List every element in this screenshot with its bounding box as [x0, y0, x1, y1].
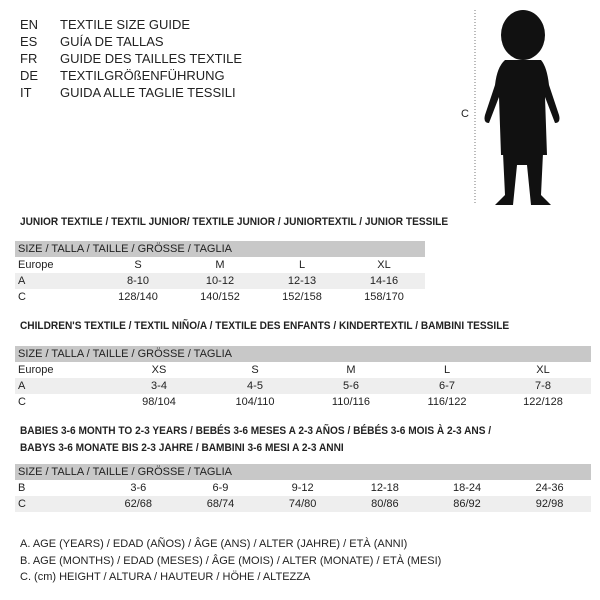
cell: M — [215, 259, 225, 271]
junior-section-title: JUNIOR TEXTILE / TEXTIL JUNIOR/ TEXTILE … — [20, 216, 449, 228]
cell: S — [251, 364, 259, 376]
cell: 92/98 — [508, 496, 591, 512]
size-header: SIZE / TALLA / TAILLE / GRÖSSE / TAGLIA — [15, 241, 425, 257]
cell: 6-9 — [212, 482, 229, 494]
cell: 68/74 — [179, 496, 262, 512]
title-text: TEXTILE SIZE GUIDE — [60, 17, 191, 32]
child-silhouette-icon — [484, 10, 560, 205]
babies-size-table: SIZE / TALLA / TAILLE / GRÖSSE / TAGLIA … — [15, 464, 591, 512]
cell: L — [298, 259, 306, 271]
cell: S — [134, 259, 142, 271]
lang-code: DE — [20, 68, 39, 83]
cell: 122/128 — [523, 396, 563, 408]
cell: L — [443, 364, 451, 376]
child-silhouette-figure — [474, 10, 560, 205]
cell: 12-13 — [261, 273, 343, 289]
cell: 9-12 — [291, 482, 314, 494]
cell: 6-7 — [399, 378, 495, 394]
row-label: A — [15, 378, 111, 394]
cell: 5-6 — [303, 378, 399, 394]
row-label: C — [18, 291, 26, 303]
cell: 4-5 — [207, 378, 303, 394]
size-header: SIZE / TALLA / TAILLE / GRÖSSE / TAGLIA — [15, 346, 591, 362]
lang-code: IT — [20, 85, 32, 100]
cell: 116/122 — [427, 396, 467, 408]
row-label: C — [18, 396, 26, 408]
cell: 80/86 — [343, 496, 426, 512]
cell: 152/158 — [282, 291, 322, 303]
cell: M — [346, 364, 356, 376]
cell: 140/152 — [200, 291, 240, 303]
cell: XL — [536, 364, 550, 376]
cell: 98/104 — [142, 396, 176, 408]
cell: 3-6 — [130, 482, 147, 494]
cell: 128/140 — [118, 291, 158, 303]
lang-code: FR — [20, 51, 38, 66]
row-label: Europe — [18, 259, 54, 271]
cell: 104/110 — [235, 396, 275, 408]
lang-code: EN — [20, 17, 39, 32]
cell: 86/92 — [425, 496, 509, 512]
cell: 158/170 — [364, 291, 404, 303]
title-text: TEXTILGRÖßENFÜHRUNG — [60, 68, 225, 83]
measure-label-c: C — [461, 108, 469, 120]
cell: XL — [377, 259, 391, 271]
children-size-table: SIZE / TALLA / TAILLE / GRÖSSE / TAGLIA … — [15, 346, 591, 410]
row-label: B — [18, 482, 26, 494]
cell: 12-18 — [370, 482, 399, 494]
cell: 110/116 — [331, 396, 371, 408]
cell: 7-8 — [495, 378, 591, 394]
junior-size-table: SIZE / TALLA / TAILLE / GRÖSSE / TAGLIA … — [15, 241, 425, 305]
row-label: Europe — [18, 364, 54, 376]
title-text: GUÍA DE TALLAS — [60, 34, 164, 49]
title-text: GUIDE DES TAILLES TEXTILE — [60, 51, 243, 66]
title-text: GUIDA ALLE TAGLIE TESSILI — [60, 85, 236, 100]
cell: 10-12 — [179, 273, 261, 289]
row-label: C — [15, 496, 98, 512]
cell: XS — [151, 364, 167, 376]
cell: 18-24 — [452, 482, 482, 494]
legend-c: C. (cm) HEIGHT / ALTURA / HAUTEUR / HÖHE… — [20, 571, 311, 583]
cell: 3-4 — [111, 378, 207, 394]
row-label: A — [15, 273, 97, 289]
size-header: SIZE / TALLA / TAILLE / GRÖSSE / TAGLIA — [15, 464, 591, 480]
cell: 14-16 — [343, 273, 425, 289]
cell: 24-36 — [535, 482, 564, 494]
cell: 8-10 — [97, 273, 179, 289]
babies-section-title-line1: BABIES 3-6 MONTH TO 2-3 YEARS / BEBÉS 3-… — [20, 425, 492, 437]
lang-code: ES — [20, 34, 38, 49]
children-section-title: CHILDREN'S TEXTILE / TEXTIL NIÑO/A / TEX… — [20, 320, 510, 332]
cell: 62/68 — [97, 496, 180, 512]
cell: 74/80 — [261, 496, 344, 512]
legend-a: A. AGE (YEARS) / EDAD (AÑOS) / ÂGE (ANS)… — [20, 538, 408, 550]
babies-section-title-line2: BABYS 3-6 MONATE BIS 2-3 JAHRE / BAMBINI… — [20, 442, 344, 454]
legend-b: B. AGE (MONTHS) / EDAD (MESES) / ÂGE (MO… — [20, 555, 442, 567]
